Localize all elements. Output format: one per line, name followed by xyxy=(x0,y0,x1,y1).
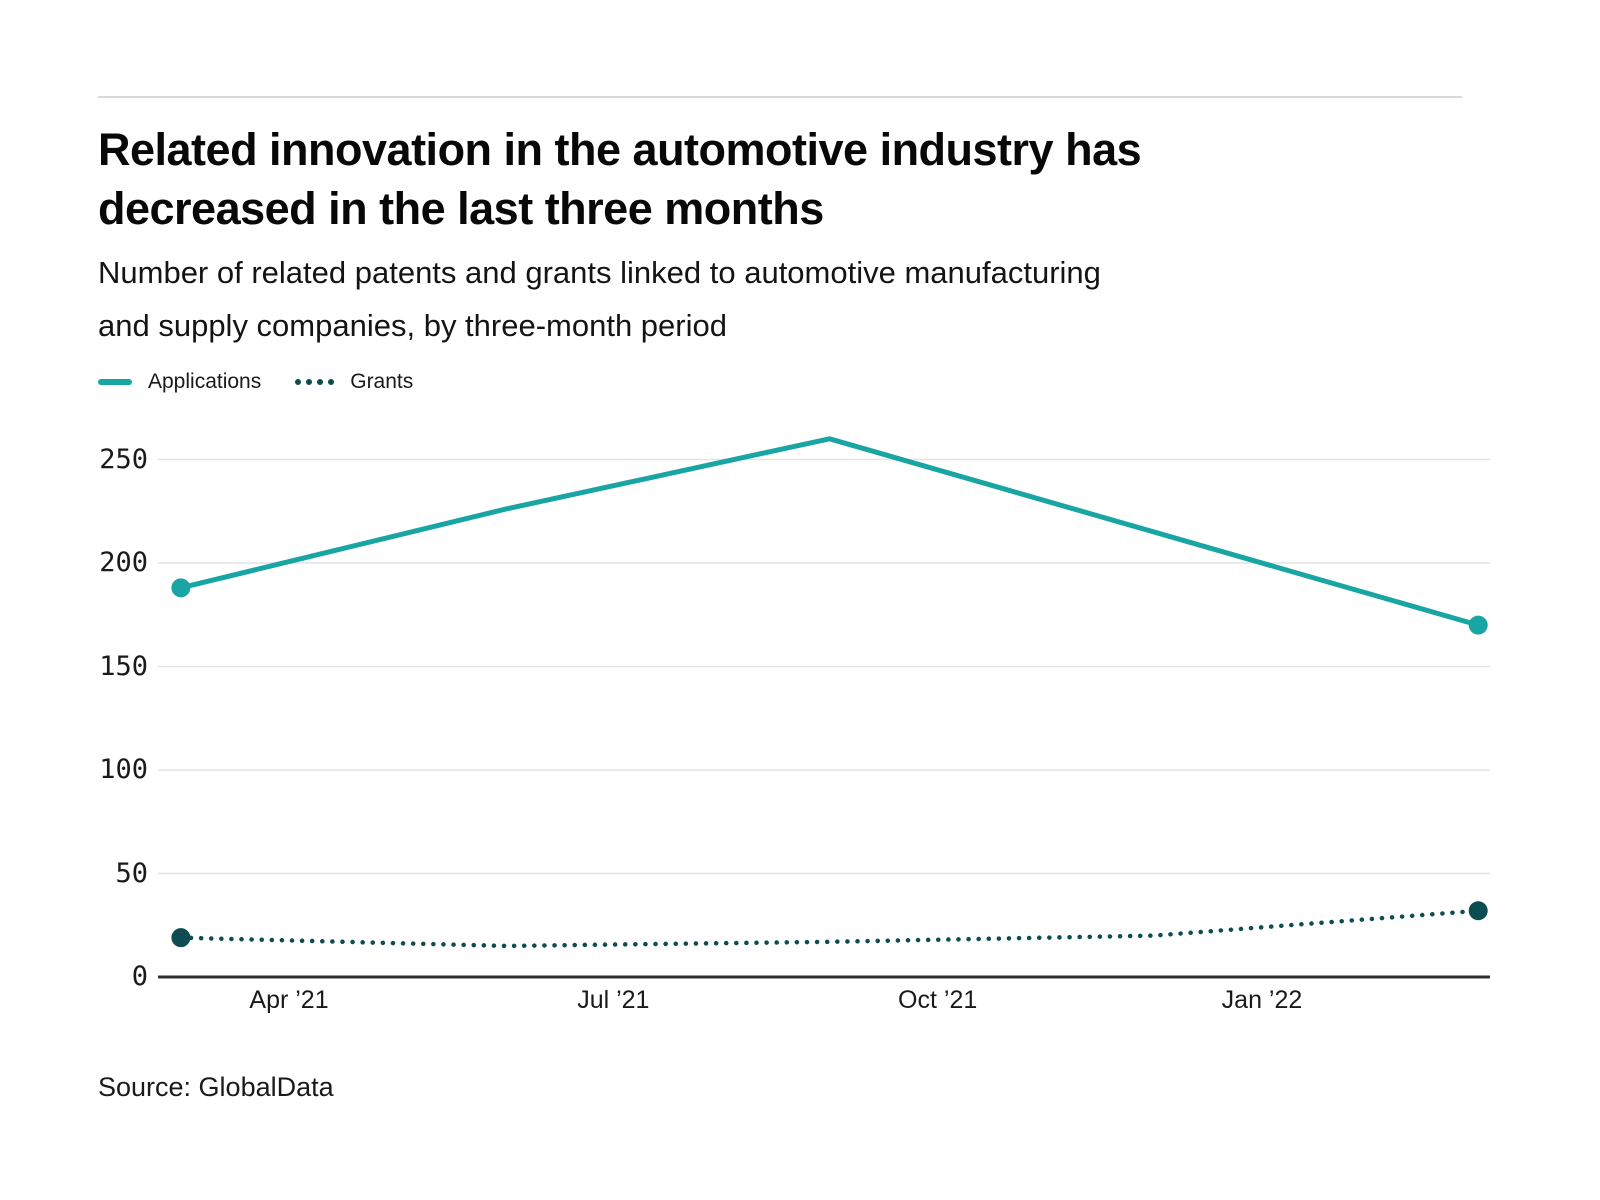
legend-label-applications: Applications xyxy=(148,370,262,393)
source-note: Source: GlobalData xyxy=(98,1072,334,1102)
y-axis-tick-label: 50 xyxy=(115,857,148,889)
y-axis-tick-label: 200 xyxy=(99,547,148,578)
y-axis-tick-label: 250 xyxy=(99,443,148,475)
data-point-marker xyxy=(171,928,191,948)
x-axis-tick-label: Oct ’21 xyxy=(898,986,978,1014)
x-axis-tick-label: Jan ’22 xyxy=(1221,986,1303,1014)
applications-line-swatch-icon xyxy=(98,379,132,385)
data-point-marker xyxy=(1468,901,1488,921)
chart-subtitle-line2: and supply companies, by three-month per… xyxy=(98,308,727,343)
series-line-applications xyxy=(180,436,1479,628)
data-point-marker xyxy=(171,578,191,598)
page-title-line1: Related innovation in the automotive ind… xyxy=(98,124,1142,175)
grants-dotted-swatch-icon xyxy=(295,379,335,385)
legend-label-grants: Grants xyxy=(350,370,414,393)
y-axis-tick-label: 150 xyxy=(99,650,148,682)
legend-item-grants: Grants xyxy=(295,370,413,394)
chart-legend: Applications Grants xyxy=(98,370,413,394)
page-title: Related innovation in the automotive ind… xyxy=(98,120,1398,238)
legend-item-applications: Applications xyxy=(98,370,261,394)
x-axis-tick-label: Jul ’21 xyxy=(577,986,650,1014)
top-divider xyxy=(98,96,1462,98)
data-point-marker xyxy=(1468,615,1488,635)
chart-subtitle: Number of related patents and grants lin… xyxy=(98,246,1458,352)
series-line-grants xyxy=(178,908,1481,949)
page-title-line2: decreased in the last three months xyxy=(98,183,824,234)
y-axis-tick-label: 0 xyxy=(131,961,148,992)
x-axis-tick-label: Apr ’21 xyxy=(249,986,329,1014)
chart-subtitle-line1: Number of related patents and grants lin… xyxy=(98,255,1101,290)
y-axis-tick-label: 100 xyxy=(99,754,148,785)
